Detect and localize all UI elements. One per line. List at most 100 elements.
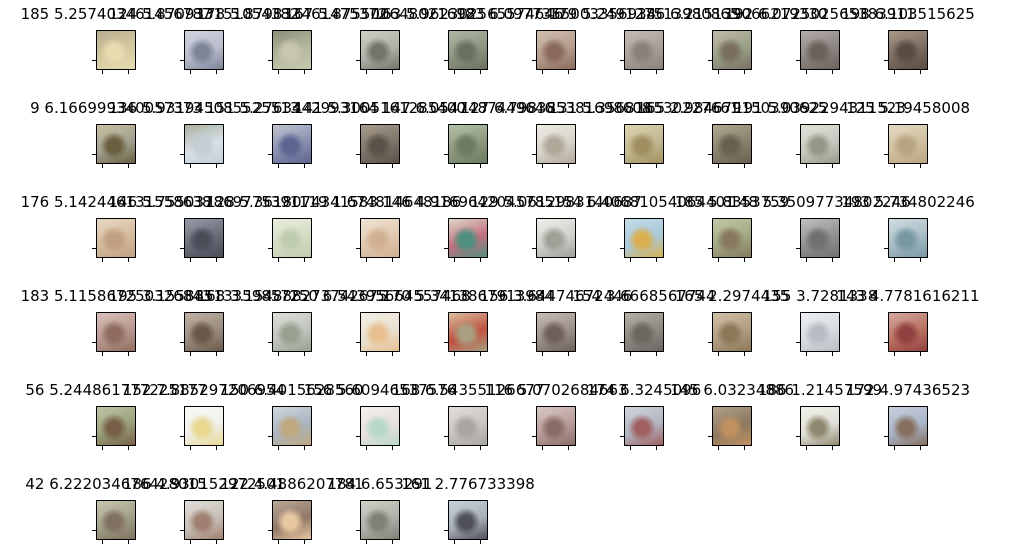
x-axis-tick: [454, 70, 455, 74]
x-axis-tick: [656, 446, 657, 450]
thumbnail-image: [360, 500, 400, 540]
x-axis-tick: [894, 352, 895, 356]
panel-title: 154 6.40681054064401: [553, 193, 735, 211]
panel-title: 145 6.03234886: [669, 381, 795, 399]
thumbnail-panel: 195 3.155885133598572: [109, 287, 299, 356]
thumbnail-image: [96, 30, 136, 70]
x-axis-tick: [366, 352, 367, 356]
y-axis-tick: [444, 436, 448, 437]
x-axis-tick: [454, 352, 455, 356]
thumbnail-panel: 131 5.356816530227661: [549, 99, 739, 168]
x-axis-tick: [128, 446, 129, 450]
x-axis-tick: [568, 70, 569, 74]
panel-title: 116 5.0702684663: [484, 381, 628, 399]
panel-title: 165 2.2974435: [674, 287, 790, 305]
thumbnail-panel: 179 5.249127513980865: [549, 5, 739, 74]
y-axis-tick: [796, 60, 800, 61]
x-axis-tick: [920, 258, 921, 262]
x-axis-tick: [656, 70, 657, 74]
thumbnail-panel: 150 6.4015628560: [220, 381, 364, 450]
thumbnail-panel: 155 3.7281338: [763, 287, 877, 356]
y-axis-tick: [444, 342, 448, 343]
x-axis-tick: [894, 164, 895, 168]
thumbnail-image: [536, 218, 576, 258]
y-axis-tick: [356, 154, 360, 155]
thumbnail-panel: 154 6.40681054064401: [553, 193, 735, 262]
panel-title: 176 5.142446131558638: [20, 193, 212, 211]
panel-title: 154 3.6668567744: [572, 287, 716, 305]
panel-title: 123 6.0977355003356934: [455, 5, 657, 23]
panel-title: 129 5.0612983140687: [470, 193, 642, 211]
thumbnail-image: [184, 312, 224, 352]
x-axis-tick: [278, 352, 279, 356]
thumbnail-image: [448, 406, 488, 446]
y-axis-tick: [532, 436, 536, 437]
panel-title: 186 4.930152972501: [122, 475, 286, 493]
x-axis-tick: [216, 70, 217, 74]
thumbnail-image: [448, 218, 488, 258]
y-axis-tick: [268, 436, 272, 437]
thumbnail-panel: 122 4.4886207781: [220, 475, 364, 544]
x-axis-tick: [480, 446, 481, 450]
x-axis-tick: [832, 258, 833, 262]
panel-title: 147 6.0547487449646: [382, 99, 554, 117]
x-axis-tick: [102, 540, 103, 544]
thumbnail-panel: 128 5.3618074341583: [206, 193, 378, 262]
thumbnail-panel: 192 6.072502565383911: [725, 5, 915, 74]
thumbnail-image: [624, 124, 664, 164]
y-axis-tick: [532, 60, 536, 61]
x-axis-tick: [304, 70, 305, 74]
y-axis-tick: [708, 248, 712, 249]
panel-title: 165 2.984679150390625: [636, 99, 828, 117]
thumbnail-image: [96, 124, 136, 164]
thumbnail-image: [360, 30, 400, 70]
x-axis-tick: [568, 352, 569, 356]
x-axis-tick: [392, 70, 393, 74]
thumbnail-panel: 198 6.103515625: [841, 5, 975, 74]
panel-title: 195 3.155885133598572: [108, 287, 300, 305]
y-axis-tick: [532, 154, 536, 155]
y-axis-tick: [268, 342, 272, 343]
thumbnail-panel: 168 3.154888273742675: [197, 287, 387, 356]
thumbnail-image: [888, 312, 928, 352]
x-axis-tick: [454, 258, 455, 262]
x-axis-tick: [744, 446, 745, 450]
y-axis-tick: [620, 60, 624, 61]
thumbnail-image: [800, 406, 840, 446]
panel-title: 124 5.870933151054382: [108, 5, 300, 23]
y-axis-tick: [268, 60, 272, 61]
x-axis-tick: [128, 352, 129, 356]
x-axis-tick: [278, 164, 279, 168]
x-axis-tick: [128, 258, 129, 262]
x-axis-tick: [392, 446, 393, 450]
thumbnail-image: [448, 312, 488, 352]
x-axis-tick: [894, 258, 895, 262]
x-axis-tick: [480, 164, 481, 168]
x-axis-tick: [278, 540, 279, 544]
thumbnail-image: [448, 124, 488, 164]
thumbnail-image: [800, 30, 840, 70]
panel-title: 136 5.931945085525513: [108, 99, 300, 117]
x-axis-tick: [806, 258, 807, 262]
x-axis-tick: [392, 540, 393, 544]
thumbnail-panel: 176 5.142446131558638: [21, 193, 211, 262]
x-axis-tick: [744, 164, 745, 168]
thumbnail-image: [712, 312, 752, 352]
x-axis-tick: [128, 164, 129, 168]
y-axis-tick: [620, 248, 624, 249]
panel-title: 191 5.0392294311523: [734, 99, 906, 117]
x-axis-tick: [278, 70, 279, 74]
x-axis-tick: [366, 164, 367, 168]
panel-title: 183 5.115867250326843: [20, 287, 212, 305]
panel-title: 185 5.257403461456787: [20, 5, 212, 23]
x-axis-tick: [568, 164, 569, 168]
thumbnail-panel: 165 2.2974435: [675, 287, 789, 356]
y-axis-tick: [92, 436, 96, 437]
panel-title: 172 4.97436523: [845, 381, 971, 399]
y-axis-tick: [884, 60, 888, 61]
thumbnail-panel: 167 5.875500648021698: [285, 5, 475, 74]
thumbnail-image: [888, 406, 928, 446]
panel-title: 141 5.3005161285400: [294, 99, 466, 117]
x-axis-tick: [920, 352, 921, 356]
